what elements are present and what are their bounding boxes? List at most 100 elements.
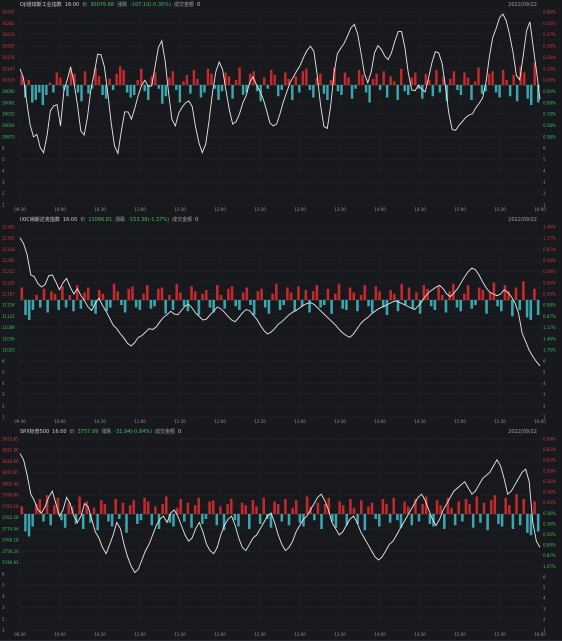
volume-bar (201, 514, 204, 524)
volume-bar (450, 507, 453, 514)
volume-bar (515, 85, 519, 102)
volume-bar (48, 82, 52, 85)
volume-bar (399, 68, 403, 85)
volume-bar (363, 514, 367, 531)
volume-bar (367, 506, 370, 514)
volume-bar (311, 291, 315, 300)
volume-bar (341, 505, 345, 514)
volume-bar (298, 85, 301, 93)
y-right-tick-label: 0.36% (543, 521, 556, 526)
volume-bar (400, 283, 403, 300)
price-value: 30076.68 (90, 2, 115, 8)
volume-bar (482, 502, 486, 514)
volume-bar (231, 85, 234, 99)
volume-bar (322, 85, 326, 94)
volume-bar (277, 85, 280, 97)
volume-bar (34, 85, 38, 100)
volume-bar (62, 85, 66, 90)
volume-bar (136, 514, 139, 524)
volume-bar (459, 85, 463, 95)
volume-bar (240, 502, 244, 514)
volume-bar (485, 300, 488, 314)
volume-bar (118, 514, 121, 519)
y-left-tick-label: 3812.87 (2, 470, 19, 475)
volume-bar (185, 75, 189, 85)
volume-bar (443, 514, 446, 529)
volume-bar (175, 85, 178, 90)
price-line (19, 13, 541, 155)
volume-bar (421, 504, 424, 514)
volume-bar (315, 285, 319, 300)
volume-bar (500, 514, 504, 527)
y-left-tick-label: 11351 (2, 236, 15, 241)
volume-bar (473, 81, 477, 85)
volume-bar (73, 73, 76, 85)
volume-bar (389, 290, 392, 300)
volume-bar (197, 497, 201, 514)
volume-bar (190, 286, 193, 300)
volume-bar (94, 67, 97, 85)
volume-bar (359, 500, 363, 514)
volume-bar (294, 500, 298, 514)
volume-bar (143, 497, 146, 514)
volume-bar (489, 500, 493, 514)
y-right-tick-label: 0.16% (543, 490, 556, 495)
volume-bar (123, 300, 127, 313)
x-tick-label: 11:00 (134, 419, 146, 424)
volume-bar (196, 78, 199, 85)
volume-bar (276, 504, 280, 514)
volume-bar (157, 288, 160, 300)
volume-bar (210, 73, 213, 85)
volume-bar (417, 514, 421, 522)
volume-bar (424, 73, 428, 85)
volume-bar (370, 502, 374, 514)
volume-bar (208, 501, 211, 514)
volume-bar (142, 293, 145, 300)
volume-bar (52, 85, 55, 93)
volume-bar (289, 292, 293, 300)
price-value: 11066.81 (88, 217, 113, 223)
y-right-tick-label: 6 (543, 146, 546, 151)
volume-bar (110, 514, 114, 527)
chart-date: 2022/09/22 (508, 217, 537, 223)
volume-bar (273, 501, 276, 514)
volume-bar (171, 300, 175, 310)
price-label: 价 (69, 429, 75, 435)
volume-bar (128, 505, 132, 514)
volume-bar (269, 70, 273, 85)
volume-bar (86, 287, 90, 300)
y-left-tick-label: 3799.80 (2, 493, 19, 498)
x-tick-label: 14:30 (414, 207, 426, 212)
volume-bar (101, 85, 104, 95)
x-tick-label: 12:30 (254, 419, 266, 424)
volume-bar (446, 497, 450, 514)
volume-bar (357, 70, 361, 85)
y-left-tick-label: 4 (2, 168, 5, 173)
volume-bar (319, 300, 322, 308)
change-value: -153.38(-1.37%) (128, 217, 170, 223)
x-tick-label: 14:00 (374, 632, 386, 637)
volume-bar (234, 80, 238, 85)
y-left-tick-label: 6 (2, 146, 5, 151)
y-left-tick-label: 11056 (2, 336, 15, 341)
y-left-tick-label: 3 (2, 605, 5, 610)
volume-bar (233, 514, 237, 521)
volume-bar (529, 85, 533, 105)
volume-bar (105, 300, 108, 312)
volume-bar (501, 70, 505, 85)
volume-bar (193, 505, 197, 514)
chart-svg: 3825.65 3822.86 3816.06 3812.87 3803.42 3799.… (2, 437, 556, 638)
volume-bar (326, 288, 330, 300)
volume-bar (507, 291, 510, 300)
volume-bar (522, 281, 525, 300)
x-tick-label: 10:00 (54, 632, 66, 637)
volume-bar (343, 72, 347, 85)
volume-bar (333, 67, 336, 85)
volume-bar (481, 290, 485, 300)
volume-bar (46, 300, 49, 313)
y-right-tick-label: 5 (543, 370, 546, 375)
volume-bar (294, 76, 298, 85)
change-label: 涨跌 (101, 429, 112, 435)
volume-bar (147, 85, 150, 100)
volume-bar (352, 507, 356, 514)
